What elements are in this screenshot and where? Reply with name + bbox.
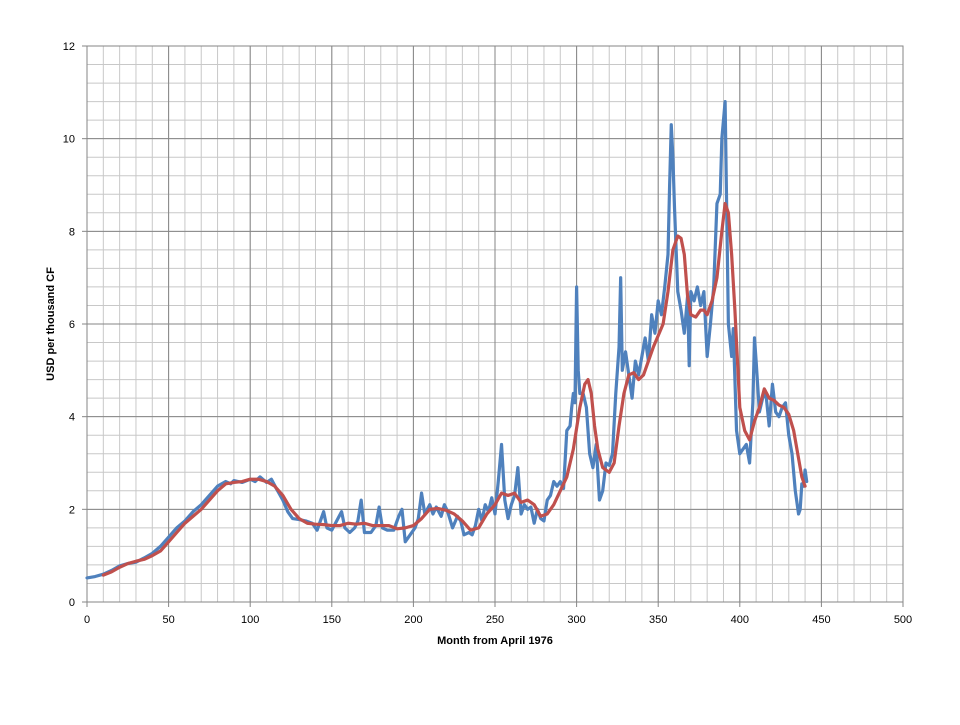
- x-tick-label: 250: [486, 614, 504, 626]
- y-tick-label: 4: [69, 412, 75, 424]
- x-tick-label: 400: [731, 614, 749, 626]
- x-tick-label: 200: [404, 614, 422, 626]
- axes: [82, 45, 904, 607]
- x-tick-label: 450: [812, 614, 830, 626]
- y-tick-label: 12: [63, 41, 75, 53]
- x-tick-label: 50: [162, 614, 174, 626]
- tick-labels: 0 50 100 150 200 250 300 350 400 450 500 0 2 4 6 8 10 12: [63, 41, 912, 626]
- x-tick-label: 300: [567, 614, 585, 626]
- y-axis-title: USD per thousand CF: [45, 267, 57, 381]
- series-line-2: [101, 201, 807, 577]
- series-layer: [85, 100, 809, 580]
- x-tick-label: 100: [241, 614, 259, 626]
- x-tick-label: 500: [894, 614, 912, 626]
- y-tick-label: 2: [69, 504, 75, 516]
- y-tick-label: 6: [69, 319, 75, 331]
- x-tick-label: 350: [649, 614, 667, 626]
- y-tick-label: 10: [63, 134, 75, 146]
- y-tick-label: 8: [69, 226, 75, 238]
- x-axis-title: Month from April 1976: [437, 635, 553, 647]
- x-tick-label: 150: [323, 614, 341, 626]
- x-tick-label: 0: [84, 614, 90, 626]
- y-tick-label: 0: [69, 597, 75, 609]
